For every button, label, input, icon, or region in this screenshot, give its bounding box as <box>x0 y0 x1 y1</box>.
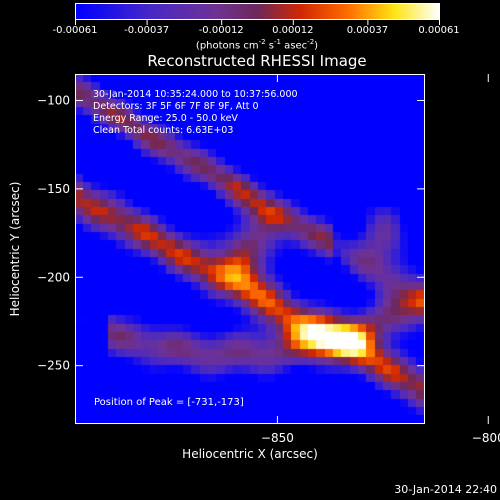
colorbar-tick-label: 0.00061 <box>418 25 460 36</box>
chart-title: Reconstructed RHESSI Image <box>147 52 367 70</box>
plot-timestamp: 30-Jan-2014 22:40 <box>394 483 497 496</box>
x-tick-label: −800 <box>472 431 500 445</box>
y-tick-label: −200 <box>37 270 70 284</box>
colorbar-tick-label: -0.00061 <box>52 25 98 36</box>
colorbar-units: (photons cm-2 s-1 asec-2) <box>195 38 319 52</box>
colorbar <box>75 3 440 20</box>
annotation-total-counts: Clean Total counts: 6.63E+03 <box>93 125 234 136</box>
plot-frame <box>75 74 425 424</box>
colorbar-tick-label: -0.00012 <box>198 25 244 36</box>
y-axis-label: Heliocentric Y (arcsec) <box>8 181 22 317</box>
x-axis-label: Heliocentric X (arcsec) <box>182 447 318 461</box>
y-tick-label: −150 <box>37 182 70 196</box>
colorbar-ticks <box>75 20 440 25</box>
heatmap-image <box>75 74 425 424</box>
y-tick-label: −250 <box>37 359 70 373</box>
colorbar-tick-label: 0.00037 <box>346 25 389 36</box>
annotation-time-range: 30-Jan-2014 10:35:24.000 to 10:37:56.000 <box>93 89 298 100</box>
colorbar-tick-label: 0.00012 <box>272 25 314 36</box>
y-tick-label: −100 <box>37 94 70 108</box>
peak-position-label: Position of Peak = [-731,-173] <box>94 397 244 408</box>
annotation-block: 30-Jan-2014 10:35:24.000 to 10:37:56.000… <box>93 89 298 137</box>
annotation-energy-range: Energy Range: 25.0 - 50.0 keV <box>93 113 238 124</box>
annotation-detectors: Detectors: 3F 5F 6F 7F 8F 9F, Att 0 <box>93 101 259 112</box>
x-tick-label: −850 <box>261 431 294 445</box>
colorbar-tick-label: -0.00037 <box>124 25 170 36</box>
